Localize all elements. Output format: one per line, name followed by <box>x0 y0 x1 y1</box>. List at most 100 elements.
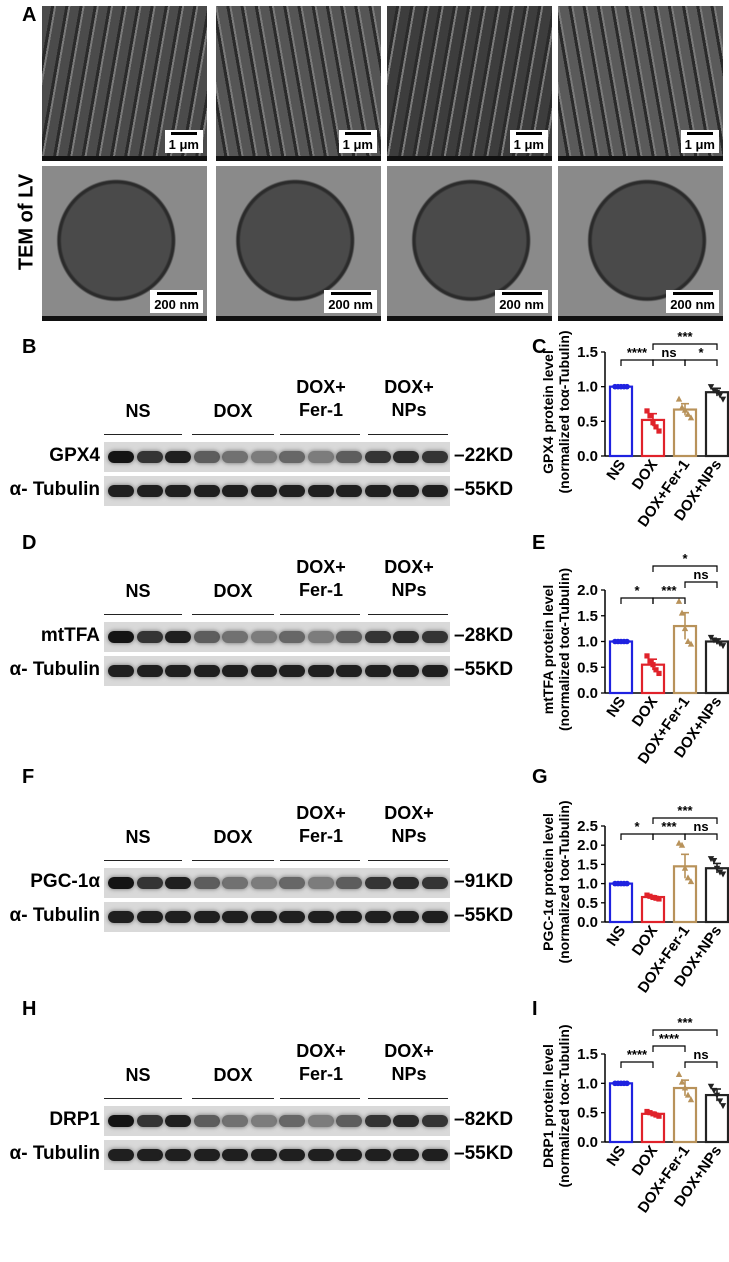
y-axis-title: DRP1 protein level <box>540 1044 556 1168</box>
y-tick-label: 2.5 <box>577 818 598 835</box>
scale-bar: 1 μm <box>164 130 203 153</box>
blot-band <box>250 665 277 677</box>
blot-band <box>421 911 448 923</box>
significance-label: *** <box>661 583 677 598</box>
blot-band <box>108 631 134 643</box>
group-underline <box>368 434 448 436</box>
blot-band <box>279 911 305 923</box>
blot-band <box>307 877 334 889</box>
blot-band <box>136 485 163 497</box>
bar <box>704 391 729 458</box>
panel-label-a: A <box>22 4 37 26</box>
significance-label: **** <box>659 1031 680 1046</box>
y-axis-title: GPX4 protein level <box>540 350 556 474</box>
data-point <box>687 878 695 885</box>
significance-bracket <box>652 1029 718 1036</box>
data-point <box>647 413 653 419</box>
y-tick-label: 1.5 <box>577 608 598 625</box>
blot-band <box>336 911 362 923</box>
panel-label-d: D <box>22 532 37 554</box>
group-underline <box>104 434 182 436</box>
blot-band <box>222 631 248 643</box>
group-label-dox-fer1: DOX+ Fer-1 <box>296 803 346 846</box>
group-underline <box>104 860 182 862</box>
data-point <box>656 428 662 434</box>
data-point <box>719 643 727 650</box>
data-point <box>681 406 689 413</box>
blot-band <box>307 631 334 643</box>
blot-band <box>222 665 248 677</box>
data-point <box>647 893 653 899</box>
loading-blot-strip <box>104 656 450 686</box>
blot-band <box>421 451 448 463</box>
blot-band <box>193 877 220 889</box>
bar <box>704 1093 729 1144</box>
x-tick-label: DOX <box>629 457 662 493</box>
blot-band <box>421 1115 448 1127</box>
group-underline <box>192 860 274 862</box>
tem-image: 1 μm <box>42 6 207 161</box>
data-point <box>713 865 721 872</box>
target-protein-label: PGC-1α <box>30 871 100 892</box>
molecular-weight-marker: –22KD <box>454 445 514 466</box>
bar <box>672 1086 698 1144</box>
blot-band <box>222 1149 248 1161</box>
data-point <box>624 638 630 645</box>
y-tick-label: 1.5 <box>577 344 598 361</box>
loading-control-label: α- Tubulin <box>9 479 100 500</box>
blot-band <box>165 451 191 463</box>
significance-bracket <box>684 581 718 588</box>
blot-band <box>193 631 220 643</box>
x-tick-label: DOX <box>629 1143 662 1179</box>
group-label-dox-nps: DOX+ NPs <box>384 803 434 846</box>
group-label-dox-fer1: DOX+ Fer-1 <box>296 557 346 600</box>
bar <box>704 640 729 695</box>
data-point <box>675 839 683 846</box>
data-point <box>656 670 662 677</box>
blot-band <box>307 911 334 923</box>
data-point <box>687 414 695 421</box>
bar <box>704 867 729 924</box>
blot-band <box>364 877 391 889</box>
y-tick-label: 2.0 <box>577 582 598 599</box>
y-tick-label: 2.0 <box>577 837 598 854</box>
tem-image: 200 nm <box>558 166 723 321</box>
y-axis-subtitle: (normalized toα-Tubulin) <box>556 1024 572 1187</box>
panel-label-c: C <box>532 336 547 358</box>
data-point <box>656 896 662 902</box>
blot-band <box>193 1149 220 1161</box>
blot-band <box>165 911 191 923</box>
target-blot-strip <box>104 1106 450 1136</box>
significance-label: * <box>698 345 704 360</box>
blot-band <box>336 485 362 497</box>
group-label-ns: NS <box>125 401 151 421</box>
molecular-weight-marker: –55KD <box>454 1143 514 1164</box>
scale-bar: 1 μm <box>338 130 377 153</box>
group-underline <box>192 614 274 616</box>
tem-image: 200 nm <box>42 166 207 321</box>
data-point <box>644 653 650 659</box>
scale-bar: 200 nm <box>150 290 203 313</box>
significance-bracket <box>652 359 686 366</box>
blot-band <box>393 631 419 643</box>
significance-bracket <box>684 359 718 366</box>
data-point <box>650 420 656 426</box>
y-axis-subtitle: (normalized toα-Tubulin) <box>556 800 572 963</box>
blot-band <box>336 451 362 463</box>
data-point <box>681 1084 689 1091</box>
significance-label: ns <box>693 1047 708 1062</box>
group-label-dox-fer1: DOX+ Fer-1 <box>296 377 346 420</box>
blot-band <box>421 1149 448 1161</box>
blot-band <box>421 485 448 497</box>
blot-band <box>393 911 419 923</box>
loading-blot-strip <box>104 1140 450 1170</box>
blot-band <box>393 665 419 677</box>
data-point <box>656 1113 662 1119</box>
loading-control-label: α- Tubulin <box>9 659 100 680</box>
group-label-dox: DOX <box>213 1065 253 1085</box>
y-tick-label: 0.5 <box>577 1105 598 1122</box>
bar <box>608 1082 634 1144</box>
tem-image: 1 μm <box>216 6 381 161</box>
blot-band <box>193 911 220 923</box>
